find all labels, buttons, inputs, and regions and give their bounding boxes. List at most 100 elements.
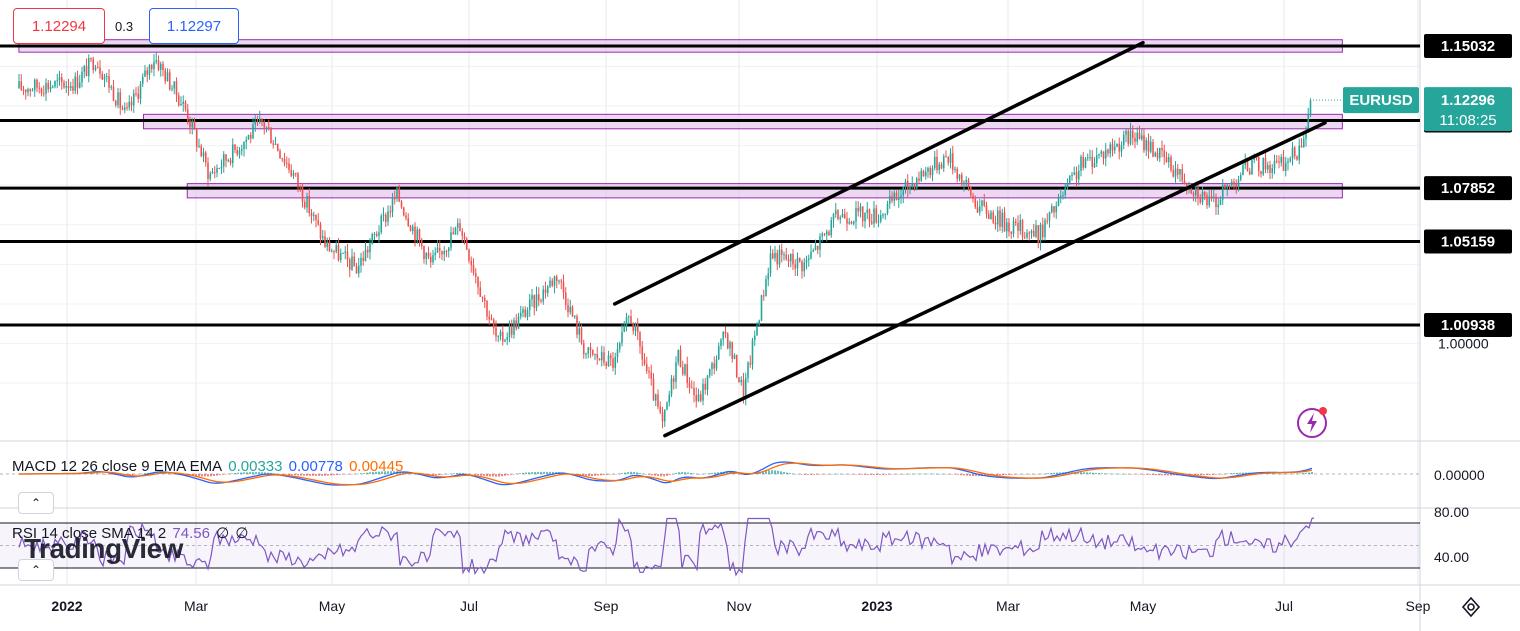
macd-histogram-bar	[603, 474, 605, 476]
candle-body	[720, 339, 722, 347]
macd-collapse-button[interactable]: ⌃	[18, 492, 54, 514]
candle-body	[895, 192, 898, 201]
candle-body	[751, 340, 754, 365]
candle-body	[468, 249, 470, 261]
settings-button[interactable]	[1458, 594, 1484, 620]
candle-body	[1037, 225, 1040, 243]
candle-body	[846, 218, 848, 224]
rsi-label: RSI 14 close SMA 14 2	[12, 525, 167, 542]
alert-button[interactable]	[1296, 406, 1328, 438]
candle-body	[1208, 196, 1211, 206]
candle-body	[603, 352, 605, 363]
candle-body	[513, 320, 515, 335]
tradingview-watermark: TradingView	[24, 533, 183, 564]
rsi-axis-high: 80.00	[1434, 504, 1469, 520]
candle-body	[94, 67, 97, 71]
macd-histogram-bar	[657, 474, 659, 477]
candle-body	[479, 287, 482, 297]
candle-body	[569, 306, 572, 313]
candle-body	[1089, 156, 1091, 158]
macd-histogram-bar	[510, 474, 512, 475]
level-price-label-text: 1.05159	[1441, 233, 1495, 250]
macd-histogram-bar	[528, 472, 530, 474]
candle-body	[256, 121, 259, 123]
candle-body	[202, 152, 205, 157]
candle-body	[758, 320, 761, 326]
candle-body	[63, 82, 65, 88]
rsi-collapse-button[interactable]: ⌃	[18, 559, 54, 581]
candle-body	[562, 281, 565, 293]
macd-histogram-bar	[1284, 473, 1286, 475]
candle-body	[380, 215, 383, 233]
candle-body	[355, 266, 358, 274]
candle-body	[90, 58, 92, 60]
macd-histogram-bar	[1101, 473, 1103, 474]
candle-body	[1062, 195, 1064, 197]
candle-body	[841, 213, 844, 218]
candle-body	[240, 148, 243, 151]
macd-histogram-bar	[1170, 474, 1172, 476]
macd-histogram-bar	[876, 474, 878, 475]
macd-histogram-bar	[843, 473, 845, 475]
macd-histogram-bar	[477, 474, 479, 476]
macd-histogram-bar	[243, 472, 245, 474]
candle-body	[783, 254, 785, 256]
macd-histogram-bar	[549, 471, 551, 474]
candle-body	[1080, 156, 1082, 171]
ask-price-box[interactable]: 1.12297	[149, 8, 239, 44]
candles	[18, 52, 1312, 429]
macd-histogram-bar	[1011, 474, 1013, 475]
candle-body	[1212, 196, 1215, 198]
candle-body	[351, 256, 353, 270]
candle-body	[792, 253, 794, 265]
candle-body	[695, 395, 698, 402]
rsi-line	[18, 517, 1315, 577]
candle-body	[474, 273, 477, 277]
candle-body	[715, 359, 718, 369]
macd-histogram-bar	[705, 473, 707, 475]
candle-body	[1113, 146, 1116, 151]
candle-body	[999, 210, 1001, 227]
candle-body	[900, 195, 902, 198]
candle-body	[1140, 135, 1143, 139]
macd-histogram-bar	[897, 474, 899, 475]
candle-body	[571, 306, 574, 317]
candle-body	[607, 355, 610, 367]
candle-body	[121, 108, 124, 110]
symbol-tag-text: EURUSD	[1349, 92, 1413, 109]
candle-body	[567, 305, 569, 313]
candle-body	[848, 221, 851, 224]
candle-body	[69, 86, 72, 89]
candle-body	[508, 325, 511, 338]
macd-histogram-bar	[90, 473, 92, 474]
candle-body	[452, 232, 455, 235]
macd-histogram-bar	[351, 474, 353, 475]
candle-body	[193, 120, 196, 130]
macd-histogram-bar	[870, 474, 872, 475]
macd-histogram-bar	[507, 474, 509, 476]
macd-histogram-bar	[837, 473, 839, 475]
bid-price-box[interactable]: 1.12294	[13, 8, 105, 44]
candle-body	[1098, 153, 1100, 156]
macd-histogram-bar	[111, 474, 113, 475]
macd-histogram-bar	[807, 474, 809, 475]
candle-body	[967, 179, 970, 187]
x-axis-tick-label: Sep	[1406, 598, 1431, 614]
macd-histogram-bar	[1035, 474, 1037, 475]
candle-body	[141, 76, 144, 84]
macd-histogram-bar	[681, 472, 683, 474]
candle-body	[49, 86, 52, 90]
candle-body	[1010, 231, 1013, 234]
candle-body	[211, 172, 214, 174]
candle-body	[1046, 220, 1049, 222]
macd-histogram-bar	[1308, 472, 1310, 474]
candle-body	[1185, 183, 1188, 189]
candle-body	[891, 196, 893, 201]
macd-histogram-bar	[225, 474, 227, 475]
candle-body	[36, 79, 38, 88]
candle-body	[159, 63, 162, 70]
candle-body	[639, 332, 641, 347]
macd-histogram-bar	[1119, 473, 1121, 475]
candle-body	[222, 154, 225, 167]
